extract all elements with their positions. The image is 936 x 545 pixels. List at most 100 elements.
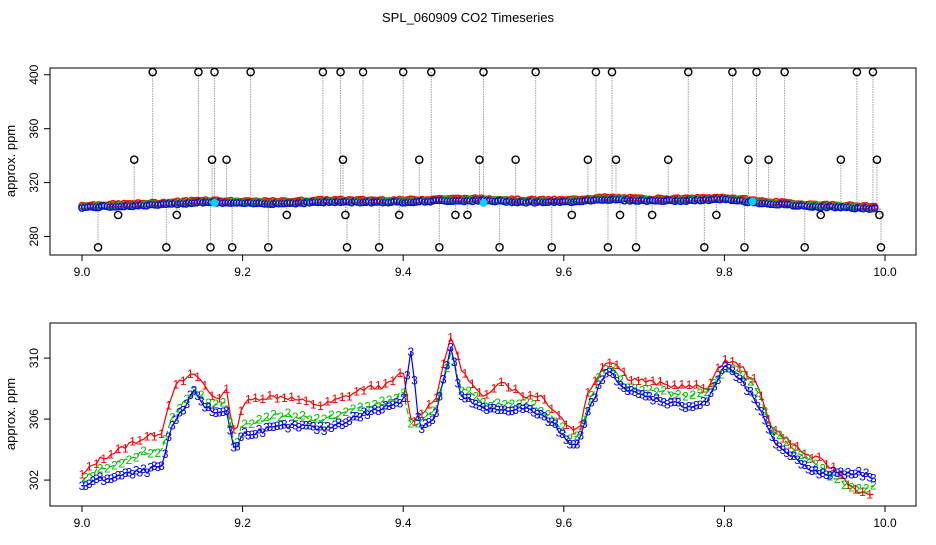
series-marker-3: 3 bbox=[263, 421, 270, 435]
series-marker-3: 3 bbox=[776, 440, 783, 454]
series-marker-3: 3 bbox=[379, 403, 386, 417]
flag-point bbox=[728, 67, 737, 77]
series-marker-1: 1 bbox=[801, 447, 808, 461]
series-marker-3: 3 bbox=[722, 359, 729, 373]
series-marker-3: 3 bbox=[480, 401, 487, 415]
series-marker-3: 3 bbox=[158, 459, 165, 473]
flag-point bbox=[162, 243, 171, 252]
series-marker-2: 2 bbox=[162, 432, 169, 446]
series-marker-3: 3 bbox=[335, 416, 342, 430]
series-marker-3: 3 bbox=[86, 477, 93, 491]
series-marker-2: 2 bbox=[169, 411, 176, 425]
series-marker-3: 3 bbox=[411, 373, 418, 387]
series-marker-2: 2 bbox=[747, 375, 754, 389]
series-marker-3: 3 bbox=[350, 410, 357, 424]
x-tick-label: 9.2 bbox=[234, 265, 251, 279]
series-marker-3: 3 bbox=[346, 414, 353, 428]
series-point-3 bbox=[870, 204, 879, 212]
series-marker-1: 1 bbox=[295, 393, 302, 407]
series-marker-3: 3 bbox=[866, 471, 873, 485]
series-marker-1: 1 bbox=[751, 372, 758, 386]
series-marker-3: 3 bbox=[476, 399, 483, 413]
series-marker-3: 3 bbox=[841, 468, 848, 482]
flag-point bbox=[752, 67, 761, 77]
series-marker-3: 3 bbox=[548, 415, 555, 429]
series-marker-2: 2 bbox=[155, 446, 162, 460]
series-marker-1: 1 bbox=[462, 367, 469, 381]
series-marker-2: 2 bbox=[335, 409, 342, 423]
series-marker-3: 3 bbox=[82, 479, 89, 493]
highlight-point bbox=[479, 198, 488, 207]
series-marker-1: 1 bbox=[259, 392, 266, 406]
series-marker-1: 1 bbox=[165, 398, 172, 412]
series-marker-2: 2 bbox=[393, 392, 400, 406]
series-marker-1: 1 bbox=[303, 394, 310, 408]
flag-point bbox=[338, 155, 348, 164]
series-marker-1: 1 bbox=[100, 452, 107, 466]
flag-point bbox=[435, 243, 444, 252]
flag-point bbox=[222, 155, 231, 164]
series-marker-3: 3 bbox=[382, 399, 389, 413]
series-marker-1: 1 bbox=[744, 368, 751, 382]
series-marker-1: 1 bbox=[238, 404, 245, 418]
series-marker-3: 3 bbox=[140, 462, 147, 476]
series-marker-2: 2 bbox=[646, 383, 653, 397]
series-marker-1: 1 bbox=[787, 437, 794, 451]
series-marker-3: 3 bbox=[693, 399, 700, 413]
series-marker-1: 1 bbox=[108, 448, 115, 462]
series-marker-3: 3 bbox=[552, 417, 559, 431]
series-marker-1: 1 bbox=[678, 378, 685, 392]
series-marker-2: 2 bbox=[198, 388, 205, 402]
series-marker-1: 1 bbox=[722, 353, 729, 367]
series-marker-3: 3 bbox=[133, 463, 140, 477]
series-marker-2: 2 bbox=[754, 386, 761, 400]
series-marker-1: 1 bbox=[765, 412, 772, 426]
series-line-2 bbox=[81, 351, 874, 489]
series-marker-1: 1 bbox=[252, 391, 259, 405]
series-marker-3: 3 bbox=[212, 406, 219, 420]
series-marker-3: 3 bbox=[725, 361, 732, 375]
series-marker-3: 3 bbox=[834, 466, 841, 480]
series-marker-3: 3 bbox=[827, 468, 834, 482]
flag-point bbox=[148, 67, 157, 77]
series-marker-3: 3 bbox=[791, 449, 798, 463]
flagged-points bbox=[93, 67, 886, 252]
series-marker-3: 3 bbox=[230, 440, 237, 454]
series-marker-3: 3 bbox=[758, 404, 765, 418]
series-marker-1: 1 bbox=[136, 434, 143, 448]
series-marker-3: 3 bbox=[660, 395, 667, 409]
series-marker-3: 3 bbox=[498, 403, 505, 417]
series-marker-3: 3 bbox=[632, 385, 639, 399]
series-marker-1: 1 bbox=[317, 399, 324, 413]
series-marker-1: 1 bbox=[816, 450, 823, 464]
series-marker-2: 2 bbox=[776, 428, 783, 442]
flag-point bbox=[495, 243, 504, 252]
series-marker-1: 1 bbox=[671, 378, 678, 392]
series-marker-2: 2 bbox=[350, 402, 357, 416]
series-marker-1: 1 bbox=[404, 391, 411, 405]
series-marker-1: 1 bbox=[635, 374, 642, 388]
series-marker-3: 3 bbox=[122, 466, 129, 480]
series-marker-3: 3 bbox=[639, 387, 646, 401]
series-marker-2: 2 bbox=[523, 395, 530, 409]
series-marker-3: 3 bbox=[646, 389, 653, 403]
series-marker-3: 3 bbox=[267, 420, 274, 434]
series-marker-3: 3 bbox=[418, 422, 425, 436]
series-marker-1: 1 bbox=[389, 374, 396, 388]
series-marker-3: 3 bbox=[848, 468, 855, 482]
series-marker-3: 3 bbox=[805, 463, 812, 477]
series-marker-1: 1 bbox=[715, 361, 722, 375]
flag-point bbox=[427, 67, 436, 77]
series-marker-3: 3 bbox=[151, 459, 158, 473]
series-marker-1: 1 bbox=[729, 354, 736, 368]
series-marker-2: 2 bbox=[668, 389, 675, 403]
x-tick-label: 9.6 bbox=[555, 265, 572, 279]
series-marker-3: 3 bbox=[252, 427, 259, 441]
series-marker-2: 2 bbox=[321, 412, 328, 426]
series-marker-3: 3 bbox=[852, 467, 859, 481]
series-marker-2: 2 bbox=[516, 397, 523, 411]
series-marker-3: 3 bbox=[317, 420, 324, 434]
series-marker-2: 2 bbox=[429, 404, 436, 418]
series-marker-2: 2 bbox=[791, 442, 798, 456]
series-marker-2: 2 bbox=[711, 376, 718, 390]
